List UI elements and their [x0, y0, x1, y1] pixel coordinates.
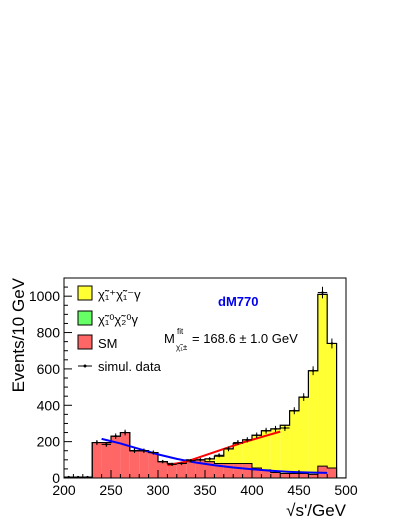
data-point	[82, 475, 93, 478]
data-point	[186, 458, 196, 463]
bar-sm	[289, 473, 299, 478]
bar-chi1-chi1	[252, 435, 262, 468]
data-point	[129, 448, 140, 453]
legend-label: SM	[98, 336, 118, 351]
data-point	[308, 366, 318, 376]
annotation-fit-value: = 168.6 ± 1.0 GeV	[192, 331, 298, 346]
data-point	[261, 427, 271, 434]
data-point	[252, 432, 262, 439]
y-tick-label: 800	[37, 325, 61, 341]
data-point	[73, 475, 83, 478]
bar-sm	[129, 450, 140, 478]
data-point	[223, 446, 234, 452]
bar-sm	[101, 442, 111, 478]
legend-label: χ̃₁⁰χ̃₂⁰γ	[98, 312, 139, 327]
data-point	[242, 437, 252, 443]
data-point	[139, 448, 149, 453]
bar-sm	[158, 461, 168, 478]
data-point	[101, 441, 111, 447]
legend-entry: SM	[77, 334, 118, 351]
data-point	[317, 286, 328, 299]
x-tick-label: 350	[193, 482, 217, 498]
annotation-fit-sup: fit	[177, 327, 184, 336]
y-tick-label: 400	[37, 397, 61, 413]
bar-chi1-chi1	[223, 448, 234, 464]
data-point	[327, 338, 337, 349]
data-point	[205, 457, 215, 461]
data-point	[299, 393, 309, 401]
y-tick-label: 200	[37, 434, 61, 450]
annotation-fit-sub: χ̃₁±	[176, 343, 188, 352]
bar-sm	[92, 442, 102, 478]
bar-sm	[139, 450, 149, 478]
x-tick-label: 200	[52, 482, 76, 498]
bar-chi1-chi1	[261, 430, 271, 470]
data-point	[148, 450, 158, 455]
y-tick-label: 1000	[29, 288, 60, 304]
bar-chi1-chi1	[289, 410, 299, 474]
bar-chi1-chi1	[280, 425, 290, 474]
bar-chi1-chi1	[317, 294, 328, 467]
bar-sm	[261, 469, 271, 478]
x-tick-label: 400	[240, 482, 264, 498]
legend-label: χ̃₁⁺χ̃₁⁻γ	[98, 287, 141, 302]
y-tick-label: 600	[37, 361, 61, 377]
data-point	[64, 475, 74, 478]
data-point	[195, 458, 205, 462]
bar-chi1-chi1	[299, 397, 309, 474]
bar-chi1-chi1	[308, 370, 318, 475]
annotation-title: dM770	[218, 294, 258, 309]
bar-sm	[186, 459, 196, 478]
bar-sm	[195, 459, 205, 478]
bar-sm	[327, 468, 337, 478]
bar-sm	[252, 468, 262, 478]
bar-chi1-chi1	[327, 343, 337, 468]
y-axis-title: Events/10 GeV	[9, 277, 28, 392]
data-point	[233, 440, 243, 446]
bar-sm	[205, 461, 215, 478]
bar-sm	[120, 432, 130, 478]
data-point	[214, 453, 224, 458]
fit-curve-0	[101, 437, 328, 474]
y-tick-label: 0	[52, 470, 60, 486]
bar-sm	[223, 463, 234, 478]
bar-sm	[167, 463, 177, 478]
bar-sm	[270, 472, 281, 478]
x-tick-label: 500	[334, 482, 358, 498]
bar-sm	[176, 463, 187, 478]
legend-entry: χ̃₁⁺χ̃₁⁻γ	[77, 285, 141, 302]
data-point	[289, 407, 299, 415]
bar-chi1-chi1	[214, 456, 224, 464]
bar-sm	[299, 473, 309, 478]
bar-sm	[233, 463, 243, 478]
bar-chi1-chi1	[270, 428, 281, 473]
data-point	[270, 425, 281, 432]
bar-sm	[214, 463, 224, 478]
bar-chi1-chi1	[242, 439, 252, 464]
data-point	[111, 433, 121, 439]
bar-sm	[111, 436, 121, 478]
data-point	[92, 440, 102, 446]
bar-sm	[148, 452, 158, 478]
legend-entry: χ̃₁⁰χ̃₂⁰γ	[77, 310, 139, 327]
bar-sm	[308, 474, 318, 478]
bar-sm	[242, 463, 252, 478]
annotation-fit-M: M	[164, 331, 175, 346]
x-tick-label: 450	[287, 482, 311, 498]
data-point	[167, 462, 177, 466]
x-axis-title: √s'/GeV	[286, 501, 346, 520]
data-point	[158, 459, 168, 464]
legend-label: simul. data	[98, 359, 162, 374]
x-tick-label: 300	[146, 482, 170, 498]
bar-chi1-chi1	[233, 443, 243, 464]
x-tick-label: 250	[99, 482, 123, 498]
data-point	[280, 424, 290, 432]
legend-entry: simul. data	[78, 359, 162, 374]
data-point	[120, 429, 130, 436]
data-point	[176, 461, 187, 466]
bar-sm	[280, 473, 290, 478]
